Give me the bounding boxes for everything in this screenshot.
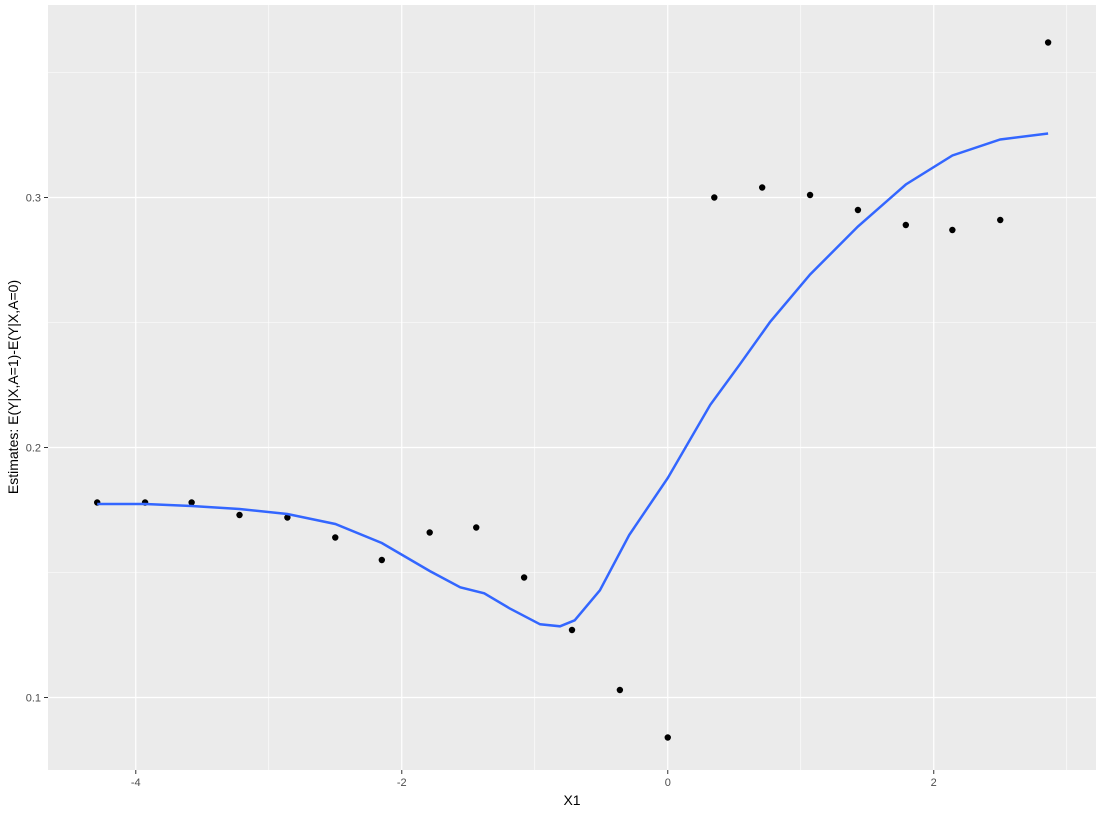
data-point xyxy=(854,206,862,214)
data-point xyxy=(1044,39,1052,46)
x-axis: -4 -2 0 2 xyxy=(131,770,937,789)
data-point xyxy=(236,511,243,519)
data-point xyxy=(378,556,386,564)
data-points xyxy=(94,39,1052,741)
panel-background xyxy=(48,5,1096,770)
y-axis-label: Estimates: E(Y|X,A=1)-E(Y|X,A=0) xyxy=(5,280,21,494)
data-point xyxy=(711,194,718,201)
data-point xyxy=(758,184,766,191)
data-point xyxy=(284,514,291,521)
data-point xyxy=(902,221,910,229)
major-gridlines xyxy=(48,5,1096,770)
data-point xyxy=(997,216,1004,224)
data-point xyxy=(568,626,576,634)
x-tick-label: 0 xyxy=(665,777,671,789)
data-point xyxy=(664,734,671,741)
data-point xyxy=(188,499,195,506)
data-point xyxy=(332,534,339,541)
data-point xyxy=(806,191,814,199)
minor-gridlines xyxy=(48,5,1096,770)
smooth-line xyxy=(97,132,1049,628)
x-tick-label: 2 xyxy=(931,777,937,789)
x-tick-label: -4 xyxy=(131,777,141,789)
x-axis-label: X1 xyxy=(563,792,580,808)
y-tick-label: 0.1 xyxy=(26,693,41,705)
data-point xyxy=(426,529,433,536)
x-tick-label: -2 xyxy=(397,777,407,789)
y-axis: 0.1 0.2 0.3 xyxy=(26,193,48,705)
y-tick-label: 0.2 xyxy=(26,443,41,455)
data-point xyxy=(520,574,528,581)
data-point xyxy=(949,226,956,234)
data-point xyxy=(616,686,624,694)
data-point xyxy=(473,524,480,531)
y-tick-label: 0.3 xyxy=(26,193,41,205)
